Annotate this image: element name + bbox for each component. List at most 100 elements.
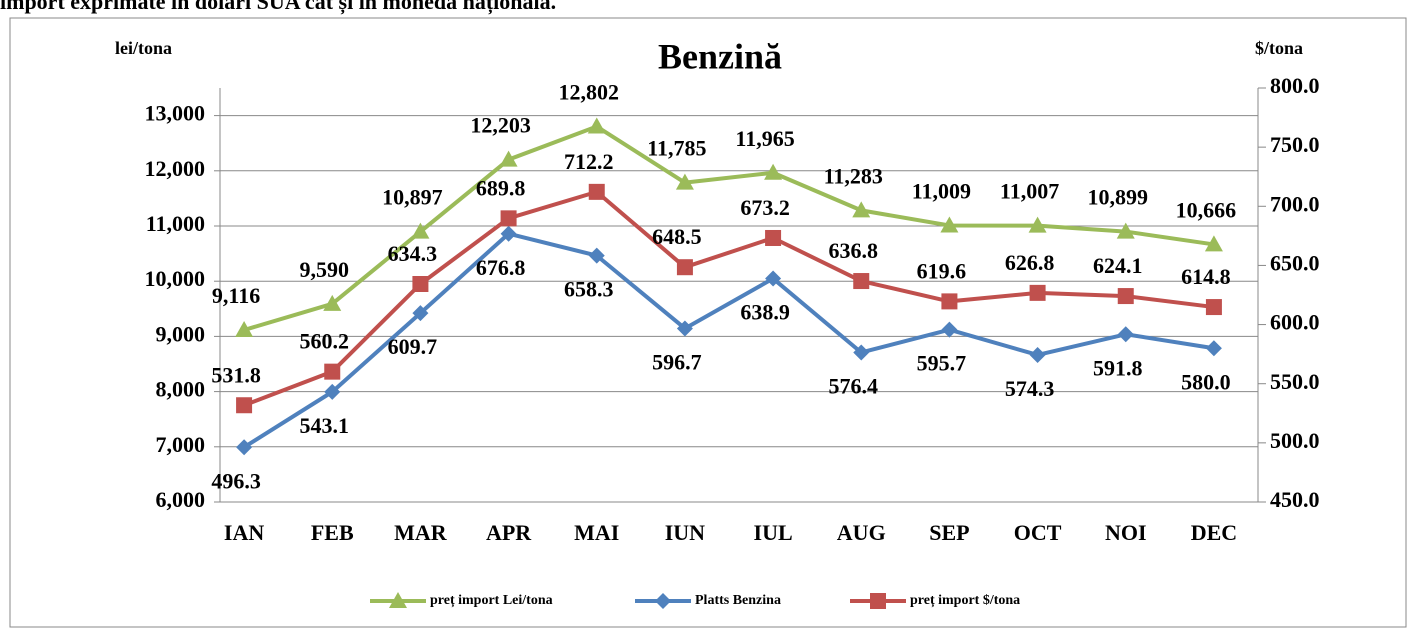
marker <box>676 259 693 276</box>
data-label: 560.2 <box>300 329 350 354</box>
y2-tick-label: 500.0 <box>1270 428 1320 453</box>
chart-border <box>9 17 1407 628</box>
y-tick-label: 8,000 <box>156 377 206 402</box>
x-tick-label: IAN <box>224 520 264 545</box>
data-label: 10,666 <box>1176 197 1237 222</box>
marker <box>940 216 959 233</box>
marker <box>500 210 517 227</box>
y-tick-label: 13,000 <box>145 101 206 126</box>
marker <box>412 275 429 292</box>
data-label: 591.8 <box>1093 355 1143 380</box>
x-tick-label: APR <box>486 520 532 545</box>
marker <box>500 225 517 242</box>
y-tick-label: 11,000 <box>146 211 205 236</box>
x-tick-label: AUG <box>837 520 886 545</box>
x-tick-label: FEB <box>311 520 354 545</box>
marker <box>765 270 782 287</box>
y2-tick-label: 750.0 <box>1270 132 1320 157</box>
x-tick-label: DEC <box>1191 520 1237 545</box>
data-label: 11,007 <box>1000 179 1059 204</box>
y-tick-label: 12,000 <box>145 156 206 181</box>
data-label: 12,203 <box>470 113 531 138</box>
data-label: 576.4 <box>829 374 879 399</box>
marker <box>324 383 341 400</box>
marker <box>764 163 783 180</box>
marker <box>411 222 430 239</box>
x-tick-label: MAR <box>394 520 448 545</box>
marker <box>941 293 958 310</box>
marker <box>655 593 671 609</box>
marker <box>675 173 694 190</box>
marker <box>587 117 606 134</box>
data-label: 658.3 <box>564 277 614 302</box>
data-label: 574.3 <box>1005 376 1055 401</box>
x-tick-label: SEP <box>929 520 969 545</box>
data-label: 9,116 <box>212 283 260 308</box>
marker <box>236 397 253 414</box>
series-line <box>243 189 1215 408</box>
y2-tick-label: 550.0 <box>1270 369 1320 394</box>
y2-tick-label: 450.0 <box>1270 487 1320 512</box>
x-tick-label: IUN <box>665 520 705 545</box>
marker <box>870 593 886 609</box>
data-label: 712.2 <box>564 149 614 174</box>
marker <box>1204 235 1223 252</box>
data-label: 11,009 <box>912 179 971 204</box>
marker <box>853 344 870 361</box>
marker <box>853 273 870 290</box>
y-tick-label: 10,000 <box>145 266 206 291</box>
chart-title: Benzină <box>658 36 782 76</box>
y2-tick-label: 700.0 <box>1270 191 1320 216</box>
marker <box>1205 340 1222 357</box>
data-label: 543.1 <box>300 413 350 438</box>
y2-tick-label: 650.0 <box>1270 250 1320 275</box>
marker <box>588 183 605 200</box>
marker <box>323 294 342 311</box>
data-label: 624.1 <box>1093 253 1143 278</box>
data-label: 673.2 <box>740 195 790 220</box>
y2-tick-label: 800.0 <box>1270 73 1320 98</box>
data-label: 676.8 <box>476 255 526 280</box>
x-tick-label: MAI <box>574 520 619 545</box>
x-tick-label: OCT <box>1014 520 1062 545</box>
data-label: 636.8 <box>829 238 879 263</box>
marker <box>324 363 341 380</box>
marker <box>499 150 518 167</box>
data-label: 496.3 <box>211 468 261 493</box>
legend-label: preț import $/tona <box>910 593 1020 608</box>
legend-label: Platts Benzina <box>695 593 781 608</box>
marker <box>236 439 253 456</box>
data-label: 9,590 <box>300 257 350 282</box>
y-tick-label: 6,000 <box>156 487 206 512</box>
data-label: 531.8 <box>211 362 261 387</box>
data-label: 614.8 <box>1181 264 1231 289</box>
data-label: 11,283 <box>824 163 883 188</box>
data-label: 626.8 <box>1005 250 1055 275</box>
y-tick-label: 7,000 <box>156 432 206 457</box>
marker <box>852 201 871 218</box>
data-label: 619.6 <box>917 258 967 283</box>
data-label: 10,899 <box>1088 185 1149 210</box>
marker <box>1116 222 1135 239</box>
marker <box>1117 326 1134 343</box>
y-axis-label: lei/tona <box>115 38 172 58</box>
y-tick-label: 9,000 <box>156 321 206 346</box>
data-label: 596.7 <box>652 350 702 375</box>
marker <box>389 592 407 608</box>
data-label: 580.0 <box>1181 369 1231 394</box>
data-label: 11,965 <box>735 126 794 151</box>
data-label: 11,785 <box>647 136 706 161</box>
data-label: 634.3 <box>388 241 438 266</box>
header-text: import exprimate în dolari SUA cât și în… <box>0 0 556 15</box>
data-label: 12,802 <box>559 80 620 105</box>
series-line <box>243 231 1215 449</box>
data-label: 10,897 <box>382 185 443 210</box>
x-tick-label: NOI <box>1105 520 1147 545</box>
data-label: 689.8 <box>476 175 526 200</box>
marker <box>765 229 782 246</box>
marker <box>1028 216 1047 233</box>
y2-tick-label: 600.0 <box>1270 310 1320 335</box>
series-line <box>243 124 1215 332</box>
